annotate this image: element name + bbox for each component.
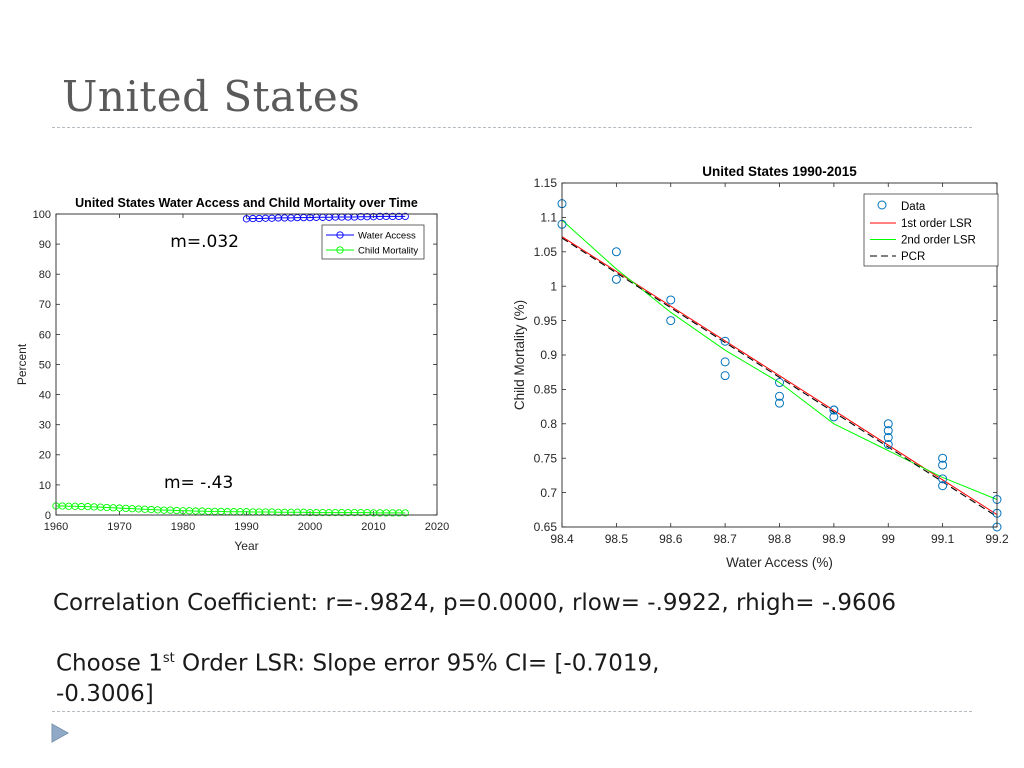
data-point: [938, 453, 948, 463]
data-point: [883, 439, 893, 449]
data-point: [666, 316, 676, 326]
title-divider: [52, 127, 972, 128]
legend-marker: [877, 200, 887, 210]
y-tick-label: 50: [39, 359, 51, 371]
x-tick-label: 1970: [107, 521, 131, 533]
x-tick-label: 1960: [44, 521, 68, 533]
y-tick-label: 0.7: [540, 486, 557, 500]
y-tick-label: 70: [39, 299, 51, 311]
next-slide-arrow-icon[interactable]: [51, 723, 69, 743]
slope-annotation: m=.032: [170, 232, 239, 252]
slope-annotation: m= -.43: [164, 473, 233, 493]
x-axis-label: Year: [234, 539, 258, 553]
chart-title: United States Water Access and Child Mor…: [75, 196, 418, 210]
x-tick-label: 98.6: [659, 532, 683, 546]
x-tick-label: 98.5: [605, 532, 629, 546]
x-tick-label: 99.2: [985, 532, 1009, 546]
legend-box: [863, 193, 999, 267]
legend-label: 1st order LSR: [901, 218, 972, 230]
model-choice-ordinal: st: [162, 651, 175, 666]
data-point: [883, 426, 893, 436]
model-choice-prefix: Choose 1: [56, 650, 163, 677]
data-point: [938, 460, 948, 470]
footer-divider: [52, 711, 972, 712]
data-point: [401, 509, 409, 517]
x-tick-label: 98.9: [822, 532, 846, 546]
data-point: [883, 419, 893, 429]
y-tick-label: 100: [33, 209, 51, 221]
model-choice-rest: Order LSR: Slope error 95% CI= [-0.7019,…: [56, 650, 660, 707]
plot-area: [56, 214, 437, 515]
y-tick-label: 30: [39, 420, 51, 432]
x-tick-label: 2000: [298, 521, 322, 533]
regression-line: [561, 219, 998, 500]
legend-marker: [336, 246, 344, 254]
axes-box: [55, 213, 438, 516]
x-tick-label: 98.4: [550, 532, 574, 546]
x-tick-label: 2010: [361, 521, 385, 533]
legend-label: PCR: [901, 251, 925, 263]
legend-label: Child Mortality: [358, 246, 418, 257]
data-point: [775, 391, 784, 401]
data-point: [720, 357, 730, 367]
y-tick-label: 60: [39, 329, 51, 341]
legend-label: 2nd order LSR: [901, 235, 976, 247]
data-point: [611, 274, 621, 284]
y-tick-label: 20: [39, 450, 51, 462]
y-tick-label: 0.85: [534, 383, 558, 397]
x-tick-label: 98.7: [713, 532, 737, 546]
data-point: [666, 295, 676, 305]
y-axis-label: Percent: [15, 343, 29, 385]
data-point: [611, 247, 621, 257]
data-point: [829, 412, 839, 422]
legend-marker: [336, 231, 344, 239]
y-tick-label: 1.1: [540, 211, 557, 225]
data-point: [938, 474, 948, 484]
y-tick-label: 10: [39, 480, 51, 492]
y-tick-label: 1.15: [534, 176, 558, 190]
y-tick-label: 0.8: [540, 417, 557, 431]
model-choice-text: Choose 1st Order LSR: Slope error 95% CI…: [56, 644, 756, 709]
y-tick-label: 80: [39, 269, 51, 281]
scatter-regression-chart: 98.4 98.5 98.6 98.7 98.8 98.9 99 99.1 99.2 0.65 0.…: [512, 164, 1009, 570]
y-tick-label: 0.75: [534, 451, 558, 465]
y-tick-label: 90: [39, 239, 51, 251]
legend-label: Water Access: [358, 231, 416, 242]
y-tick-label: 1.05: [534, 245, 558, 259]
legend-label: Data: [901, 201, 926, 213]
x-tick-label: 1980: [171, 521, 195, 533]
regression-line: [561, 237, 998, 518]
y-tick-label: 1: [550, 279, 557, 293]
axes-box: [561, 182, 998, 528]
y-tick-label: 40: [39, 389, 51, 401]
data-point: [720, 371, 730, 381]
data-point: [883, 433, 893, 443]
chart-title: United States 1990-2015: [702, 164, 857, 179]
data-point: [775, 398, 784, 408]
time-series-chart: 1960 1970 1980 1990 2000 2010 2020 0 10 20 30 40 50 6…: [15, 196, 449, 553]
x-tick-label: 1990: [234, 521, 258, 533]
x-tick-label: 98.8: [768, 532, 792, 546]
y-tick-label: 0.65: [534, 520, 558, 534]
data-point: [401, 212, 409, 221]
y-tick-label: 0.9: [540, 348, 557, 362]
y-axis-label: Child Mortality (%): [512, 300, 527, 410]
correlation-coefficient-text: Correlation Coefficient: r=-.9824, p=0.0…: [53, 590, 896, 616]
data-point: [775, 378, 784, 388]
x-tick-label: 99.1: [931, 532, 955, 546]
y-tick-label: 0.95: [534, 314, 558, 328]
x-tick-label: 99: [882, 532, 896, 546]
data-point: [829, 405, 839, 415]
x-tick-label: 2020: [425, 521, 449, 533]
x-axis-label: Water Access (%): [726, 555, 833, 570]
page-title: United States: [62, 72, 361, 121]
data-point: [720, 336, 730, 346]
y-tick-label: 0: [45, 510, 51, 522]
data-point: [938, 481, 948, 491]
